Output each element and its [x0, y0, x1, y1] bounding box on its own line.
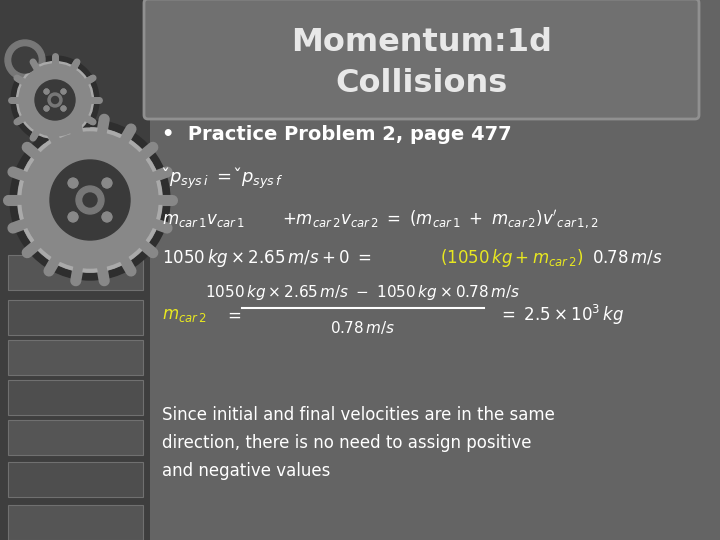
Circle shape: [52, 97, 58, 104]
Circle shape: [102, 212, 112, 222]
Circle shape: [12, 47, 38, 73]
Circle shape: [5, 40, 45, 80]
Circle shape: [76, 186, 104, 214]
Circle shape: [68, 178, 78, 188]
FancyBboxPatch shape: [144, 0, 699, 119]
Text: $0.78\,m/s$: $0.78\,m/s$: [592, 249, 662, 267]
Circle shape: [18, 128, 162, 272]
Bar: [8, 380, 143, 415]
Bar: [8, 255, 143, 290]
Circle shape: [50, 160, 130, 240]
Circle shape: [102, 178, 112, 188]
Bar: [8, 462, 143, 497]
Circle shape: [18, 128, 162, 272]
Circle shape: [61, 106, 66, 111]
Circle shape: [68, 212, 78, 222]
Circle shape: [20, 65, 90, 135]
Bar: [8, 505, 143, 540]
Text: $0.78\,m/s$: $0.78\,m/s$: [330, 320, 395, 336]
Text: Collisions: Collisions: [336, 68, 508, 99]
Circle shape: [22, 132, 158, 268]
Bar: [8, 340, 143, 375]
Bar: [8, 420, 143, 455]
Text: $1050\,kg\times 2.65\,m/s\ -\ 1050\,kg\times 0.78\,m/s$: $1050\,kg\times 2.65\,m/s\ -\ 1050\,kg\t…: [204, 284, 519, 302]
Circle shape: [35, 80, 75, 120]
Circle shape: [11, 56, 99, 144]
Text: Momentum:1d: Momentum:1d: [291, 26, 552, 58]
Text: $=\ 2.5\times 10^3\,kg$: $=\ 2.5\times 10^3\,kg$: [498, 303, 624, 327]
Text: direction, there is no need to assign positive: direction, there is no need to assign po…: [162, 434, 531, 452]
Circle shape: [19, 64, 91, 136]
Circle shape: [61, 89, 66, 94]
Text: $m_{car\,2}$: $m_{car\,2}$: [162, 306, 207, 324]
Circle shape: [52, 97, 58, 104]
Text: Since initial and final velocities are in the same: Since initial and final velocities are i…: [162, 406, 555, 424]
Text: $m_{car\,1}v_{car\,1}$: $m_{car\,1}v_{car\,1}$: [162, 211, 245, 229]
Circle shape: [35, 80, 75, 120]
Circle shape: [61, 89, 66, 94]
Circle shape: [17, 62, 94, 138]
Circle shape: [44, 106, 49, 111]
Bar: [0, 0, 150, 540]
Circle shape: [76, 186, 104, 214]
Circle shape: [68, 178, 78, 188]
Circle shape: [102, 178, 112, 188]
Circle shape: [68, 212, 78, 222]
Circle shape: [10, 120, 170, 280]
Circle shape: [44, 89, 49, 94]
Circle shape: [61, 106, 66, 111]
Circle shape: [44, 106, 49, 111]
Circle shape: [17, 63, 92, 137]
Text: •  Practice Problem 2, page 477: • Practice Problem 2, page 477: [162, 125, 512, 145]
Circle shape: [48, 93, 62, 107]
Circle shape: [83, 193, 97, 207]
Circle shape: [50, 160, 130, 240]
Text: $=$: $=$: [224, 306, 241, 324]
Text: $\left(1050\,kg+m_{car\,2}\right)$: $\left(1050\,kg+m_{car\,2}\right)$: [440, 247, 583, 269]
Circle shape: [48, 93, 62, 107]
Bar: [8, 300, 143, 335]
Text: $+m_{car\,2}v_{car\,2}\ =\ \left(m_{car\,1}\ +\ m_{car\,2}\right)v'_{car\,1,2}$: $+m_{car\,2}v_{car\,2}\ =\ \left(m_{car\…: [282, 208, 598, 231]
Circle shape: [102, 212, 112, 222]
Circle shape: [83, 193, 97, 207]
Circle shape: [44, 89, 49, 94]
Text: $\check{p}_{sys\,i}\ =\ \check{p}_{sys\,f}$: $\check{p}_{sys\,i}\ =\ \check{p}_{sys\,…: [162, 165, 283, 191]
Circle shape: [22, 132, 158, 268]
Text: $1050\,kg\times 2.65\,m/s+0\ =\ $: $1050\,kg\times 2.65\,m/s+0\ =\ $: [162, 247, 372, 269]
Text: and negative values: and negative values: [162, 462, 330, 480]
